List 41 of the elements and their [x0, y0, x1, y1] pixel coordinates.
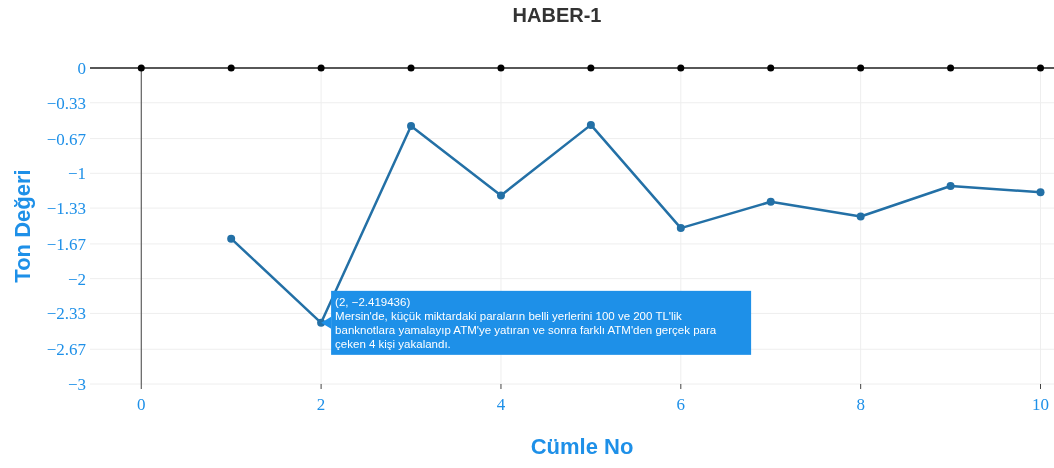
point — [587, 64, 595, 72]
point — [1037, 64, 1045, 72]
tooltip-callout: (2, −2.419436) Mersin'de, küçük miktardaki paraların belli yerlerini 100 ve 200 TL'lik banknotlara yamalayıp ATM'ye yatıran ve sonra farklı ATM'den gerçek para çeken 4 kişi yakalandı. — [321, 290, 752, 355]
x-tick-label: 6 — [676, 395, 686, 414]
point — [586, 120, 595, 129]
y-tick-label: −1.33 — [46, 199, 86, 219]
point — [497, 64, 505, 72]
y-tick-label: −0.67 — [46, 129, 87, 149]
x-tick-label: 10 — [1032, 395, 1050, 414]
x-axis-title: Cümle No — [530, 434, 634, 459]
point — [227, 234, 236, 243]
x-tick-label: 2 — [316, 395, 326, 414]
y-tick-label: −1 — [67, 164, 86, 184]
chart-title: HABER-1 — [512, 4, 602, 26]
x-tick-label: 0 — [137, 395, 146, 414]
point — [407, 64, 415, 72]
point — [407, 121, 416, 130]
y-tick-label: −0.33 — [46, 93, 86, 113]
annotation: (2, −2.419436) Mersin'de, küçük miktardaki paraların belli yerlerini 100 ve 200 TL'lik banknotlara yamalayıp ATM'ye yatıran ve sonra farklı ATM'den gerçek para çeken 4 kişi yakalandı. — [335, 295, 717, 350]
point — [857, 64, 865, 72]
point — [946, 181, 955, 190]
point — [766, 197, 775, 206]
point — [317, 64, 325, 72]
y-tick-label: −3 — [67, 374, 86, 394]
point — [227, 64, 235, 72]
point — [856, 212, 865, 221]
y-axis-title: Ton Değeri — [10, 169, 35, 283]
point — [676, 224, 685, 233]
x-tick-label: 8 — [856, 395, 865, 414]
point — [947, 64, 955, 72]
point — [677, 64, 685, 72]
y-tick-label: −2.67 — [46, 340, 87, 360]
y-tick-label: 0 — [77, 58, 86, 78]
point — [496, 191, 505, 200]
x-tick-label: 4 — [496, 395, 506, 414]
point — [1036, 188, 1045, 197]
y-tick-label: −2.33 — [46, 304, 86, 324]
y-tick-label: −2 — [67, 269, 86, 289]
point — [767, 64, 775, 72]
point — [137, 64, 145, 72]
y-tick-label: −1.67 — [46, 234, 87, 254]
